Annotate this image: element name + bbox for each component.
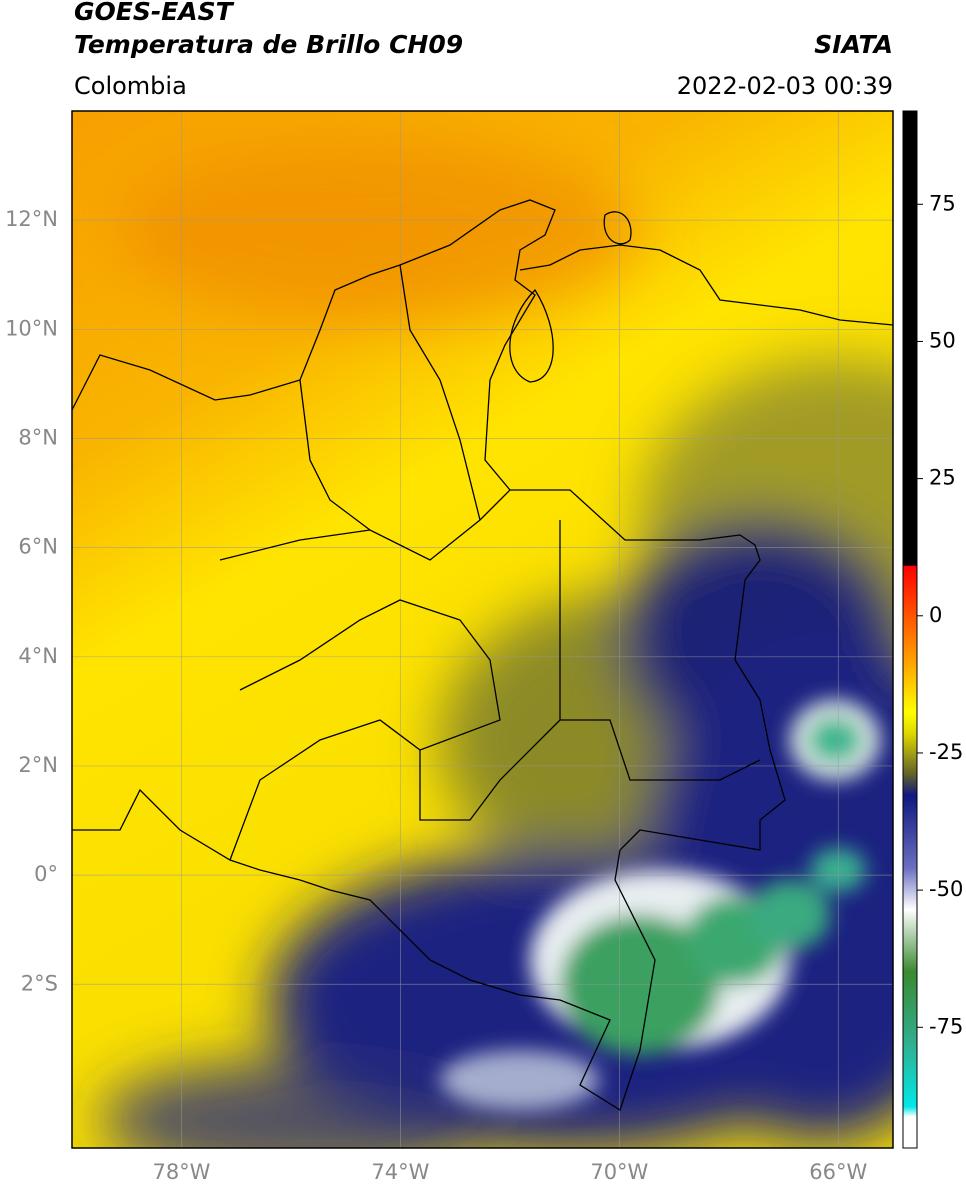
colorbar-tick-label: 50 (929, 328, 956, 352)
subtitle: Temperatura de Brillo CH09 (74, 30, 463, 59)
colorbar-tick-label: -25 (929, 740, 963, 764)
lat-tick-label: 8°N (18, 425, 58, 449)
lat-tick-label: 4°N (18, 644, 58, 668)
lat-tick-label: 0° (34, 862, 58, 886)
lon-tick-label: 66°W (809, 1160, 867, 1184)
lat-tick-label: 12°N (5, 207, 58, 231)
lat-tick-label: 2°N (18, 753, 58, 777)
map-frame (71, 110, 894, 1149)
imagery (72, 111, 893, 1148)
borders (72, 199, 893, 1111)
datetime: 2022-02-03 00:39 (677, 72, 893, 100)
lon-tick-label: 78°W (152, 1160, 210, 1184)
colorbar (902, 110, 918, 1149)
colorbar-tick-label: -75 (929, 1014, 963, 1038)
colorbar-tick-label: 75 (929, 191, 956, 215)
lon-tick-label: 74°W (371, 1160, 429, 1184)
colorbar-tick-label: -50 (929, 877, 963, 901)
lat-tick-label: 6°N (18, 535, 58, 559)
source: SIATA (814, 30, 893, 59)
lat-tick-label: 10°N (5, 316, 58, 340)
colorbar-tick-label: 0 (929, 603, 942, 627)
lon-tick-label: 70°W (590, 1160, 648, 1184)
lat-tick-label: 2°S (21, 971, 58, 995)
colorbar-tick-label: 25 (929, 466, 956, 490)
region: Colombia (74, 72, 187, 100)
title: GOES-EAST (74, 0, 235, 26)
